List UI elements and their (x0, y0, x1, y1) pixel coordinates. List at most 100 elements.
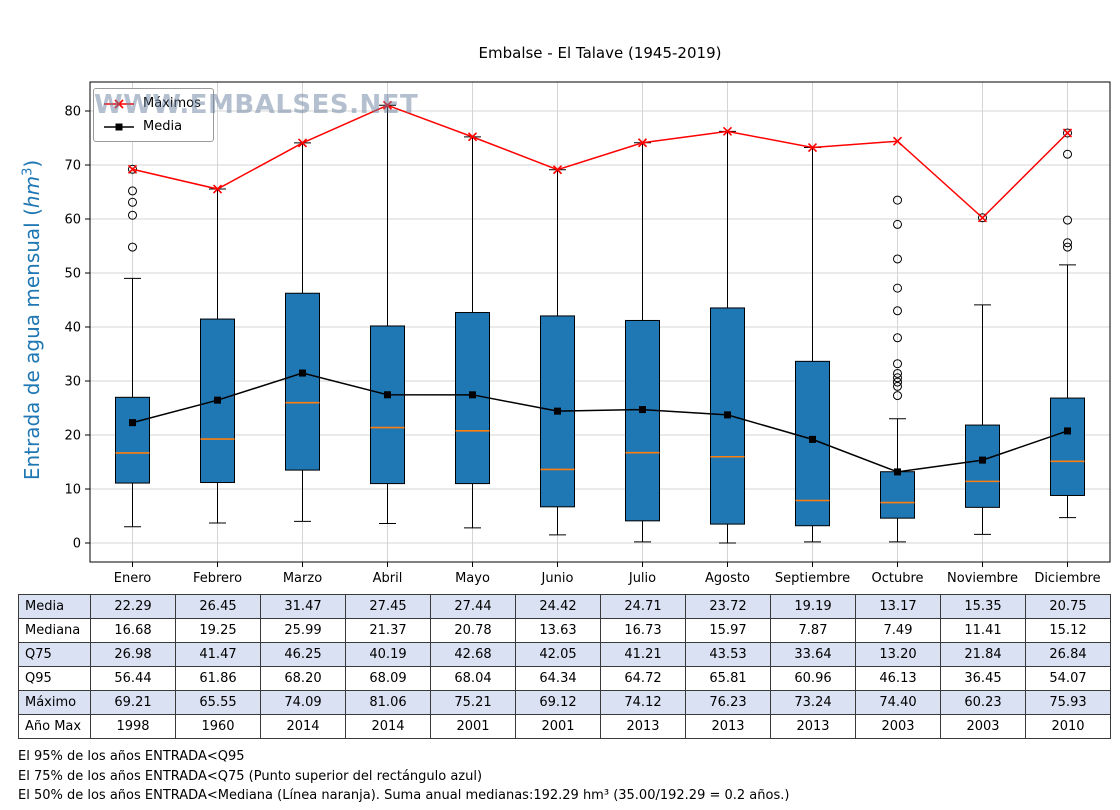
table-cell: 11.41 (940, 618, 1026, 643)
table-cell: 68.04 (430, 666, 516, 691)
table-cell: 31.47 (260, 594, 346, 619)
legend-item-media: Media (103, 119, 201, 134)
boxplot-agosto (710, 130, 745, 544)
square-marker (979, 456, 986, 464)
outlier-point (893, 368, 902, 378)
table-cell: 26.45 (175, 594, 261, 619)
table-cell: 2014 (260, 714, 346, 739)
table-cell: 56.44 (90, 666, 176, 691)
outlier-point (893, 381, 902, 391)
table-cell: 26.84 (1025, 642, 1111, 667)
boxplot-enero (115, 164, 150, 528)
legend-label: Media (143, 119, 183, 134)
table-cell: 15.97 (685, 618, 771, 643)
boxplot-junio (540, 169, 575, 536)
square-marker (554, 407, 561, 415)
table-cell: 75.21 (430, 690, 516, 715)
table-cell: 33.64 (770, 642, 856, 667)
y-tick-label: 50 (64, 267, 81, 282)
square-marker (299, 369, 306, 377)
table-cell: 2013 (600, 714, 686, 739)
x-tick-label: Junio (541, 571, 574, 586)
y-tick-label: 10 (64, 483, 81, 498)
y-tick-label: 40 (64, 321, 81, 336)
outlier-point (128, 242, 137, 252)
outlier-point (893, 195, 902, 205)
x-marker (467, 132, 478, 142)
outlier-point (893, 377, 902, 387)
table-cell: 1998 (90, 714, 176, 739)
table-cell: 7.87 (770, 618, 856, 643)
x-tick-label: Mayo (455, 571, 490, 586)
table-cell: 76.23 (685, 690, 771, 715)
table-cell: 13.17 (855, 594, 941, 619)
x-tick-label: Enero (114, 571, 152, 586)
square-marker (214, 396, 221, 404)
x-marker (722, 126, 733, 136)
table-cell: 42.68 (430, 642, 516, 667)
square-marker (639, 406, 646, 414)
outlier-point (893, 283, 902, 293)
table-cell: 65.55 (175, 690, 261, 715)
table-row-año-max: Año Max 1998 1960 2014 2014 2001 2001 2013 2013 2… (18, 714, 1111, 739)
table-cell: 2013 (770, 714, 856, 739)
table-cell: 7.49 (855, 618, 941, 643)
chart-title: Embalse - El Talave (1945-2019) (478, 44, 722, 62)
x-tick-label: Noviembre (947, 571, 1018, 586)
x-marker (977, 213, 988, 223)
table-cell: 74.12 (600, 690, 686, 715)
row-label: Máximo (18, 690, 91, 715)
x-tick-label: Septiembre (775, 571, 850, 586)
table-cell: 65.81 (685, 666, 771, 691)
table-cell: 64.72 (600, 666, 686, 691)
y-axis-label-unit: hm (20, 175, 44, 209)
boxplot-mayo (455, 136, 490, 529)
table-cell: 25.99 (260, 618, 346, 643)
table-cell: 19.25 (175, 618, 261, 643)
table-cell: 27.45 (345, 594, 431, 619)
table-cell: 61.86 (175, 666, 261, 691)
outlier-point (893, 254, 902, 264)
x-tick-label: Agosto (705, 571, 750, 586)
outlier-point (128, 197, 137, 207)
footnote: El 75% de los años ENTRADA<Q75 (Punto su… (18, 768, 483, 784)
outlier-point (1063, 128, 1072, 138)
table-row-mediana: Mediana 16.68 19.25 25.99 21.37 20.78 13.63 16.… (18, 618, 1111, 643)
table-cell: 69.21 (90, 690, 176, 715)
x-tick-label: Julio (628, 571, 656, 586)
table-cell: 60.96 (770, 666, 856, 691)
table-cell: 2003 (855, 714, 941, 739)
table-cell: 2003 (940, 714, 1026, 739)
x-marker (807, 142, 818, 153)
series-line-media (132, 372, 1068, 473)
row-label: Año Max (18, 714, 91, 739)
boxplot-chart: 0 10 20 30 40 50 60 70 80 Enero Febrero Marzo Abril M… (64, 81, 1111, 586)
table-cell: 68.20 (260, 666, 346, 691)
table-cell: 42.05 (515, 642, 601, 667)
boxplot-febrero (200, 188, 235, 524)
row-label: Q95 (18, 666, 91, 691)
x-marker (297, 138, 308, 148)
table-cell: 46.25 (260, 642, 346, 667)
table-cell: 41.21 (600, 642, 686, 667)
y-tick-label: 0 (73, 537, 81, 552)
table-cell: 74.09 (260, 690, 346, 715)
table-cell: 21.37 (345, 618, 431, 643)
table-cell: 74.40 (855, 690, 941, 715)
y-tick-label: 30 (64, 375, 81, 390)
series-line-maximos (132, 104, 1069, 219)
x-tick-label: Abril (373, 571, 403, 586)
x-marker (382, 100, 393, 110)
table-cell: 2013 (685, 714, 771, 739)
footnotes: El 95% de los años ENTRADA<Q95 El 75% de … (18, 747, 1120, 806)
y-tick-label: 70 (64, 159, 81, 174)
iqr-box (625, 319, 660, 522)
x-marker (212, 184, 223, 194)
iqr-box (115, 396, 150, 484)
table-cell: 2014 (345, 714, 431, 739)
y-tick-label: 80 (64, 105, 81, 120)
outlier-point (128, 164, 137, 174)
table-cell: 20.78 (430, 618, 516, 643)
iqr-box (285, 292, 320, 471)
stats-table: Media 22.29 26.45 31.47 27.45 27.44 24.42 24.71… (18, 594, 1111, 739)
